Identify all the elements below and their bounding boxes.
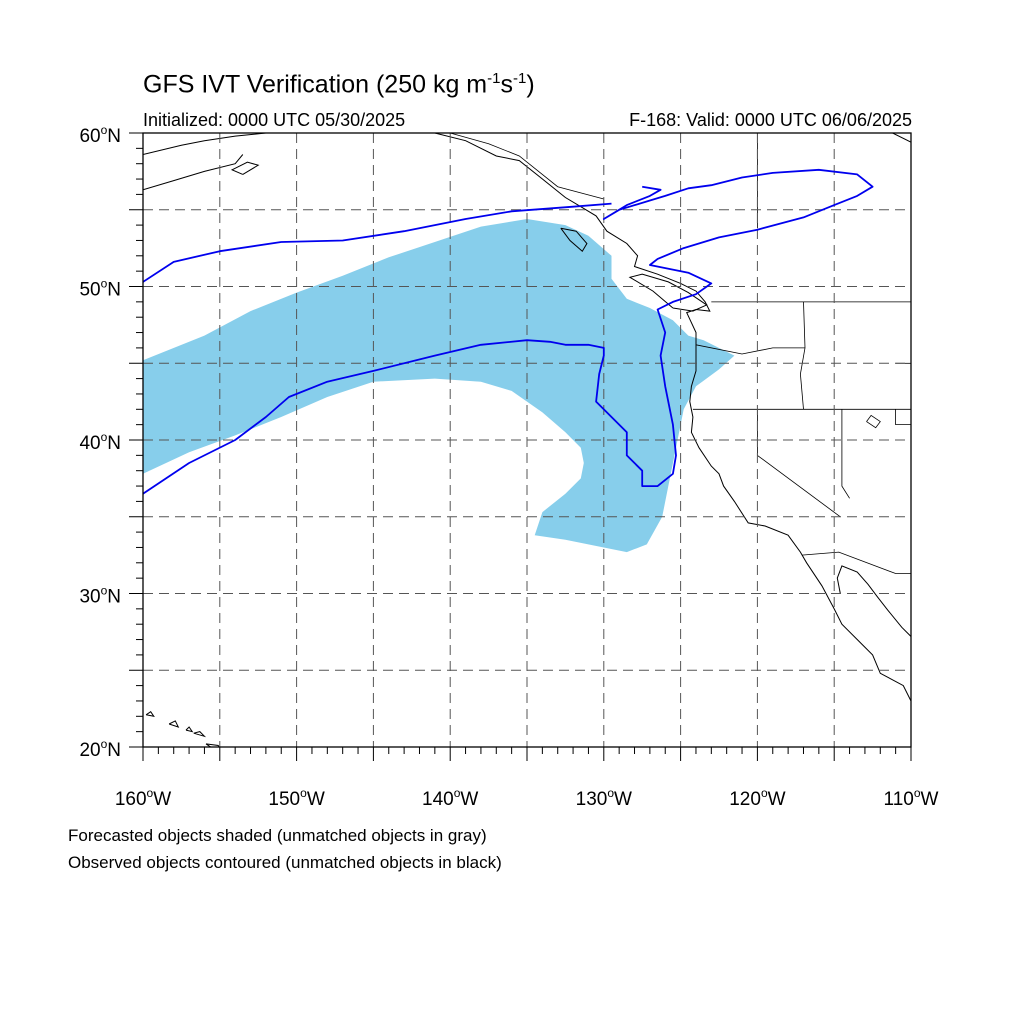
lat-tick-label: 50oN xyxy=(79,277,121,301)
lon-tick-label: 110oW xyxy=(884,786,939,810)
lat-tick-label: 40oN xyxy=(79,430,121,454)
valid-time-label: F-168: Valid: 0000 UTC 06/06/2025 xyxy=(629,110,912,130)
lon-tick-label: 130oW xyxy=(576,786,632,810)
lat-tick-label: 30oN xyxy=(79,584,121,608)
lake-outline xyxy=(866,414,881,429)
island-outline xyxy=(145,711,155,718)
lon-tick-label: 120oW xyxy=(729,786,785,810)
political-border xyxy=(801,551,911,574)
island-outline xyxy=(185,726,194,733)
lon-tick-label: 150oW xyxy=(268,786,324,810)
forecast-ivt-object xyxy=(143,219,735,553)
observed-ivt-contour xyxy=(143,202,612,283)
lon-tick-label: 160oW xyxy=(115,786,171,810)
political-border xyxy=(841,409,850,499)
coastline xyxy=(434,133,911,702)
caption-forecast: Forecasted objects shaded (unmatched obj… xyxy=(68,826,487,845)
lon-tick-label: 140oW xyxy=(422,786,478,810)
coastline xyxy=(143,133,266,155)
coastline xyxy=(836,565,911,637)
caption-observed: Observed objects contoured (unmatched ob… xyxy=(68,853,502,872)
coastline xyxy=(143,154,244,191)
initialized-label: Initialized: 0000 UTC 05/30/2025 xyxy=(143,110,406,130)
political-border xyxy=(799,301,806,410)
political-border xyxy=(450,133,604,200)
forecast-objects xyxy=(143,219,735,553)
axis-ticks xyxy=(129,132,912,761)
island-outline xyxy=(205,743,220,747)
observed-contours xyxy=(143,168,874,495)
political-border xyxy=(895,409,911,426)
coastline xyxy=(892,133,911,143)
coastline xyxy=(230,161,260,175)
island-outline xyxy=(168,720,180,728)
island-outline xyxy=(193,731,207,738)
map-title: GFS IVT Verification (250 kg m-1s-1) xyxy=(143,70,535,99)
lat-tick-label: 20oN xyxy=(79,737,121,761)
lat-tick-label: 60oN xyxy=(79,123,121,147)
observed-ivt-contour xyxy=(143,168,874,495)
axis-labels: 160oW 150oW 140oW 130oW 120oW 110oW 20oN 30oN 40… xyxy=(79,123,938,810)
geographic-outlines xyxy=(143,133,911,747)
political-border xyxy=(757,409,841,518)
coastline xyxy=(560,227,588,252)
